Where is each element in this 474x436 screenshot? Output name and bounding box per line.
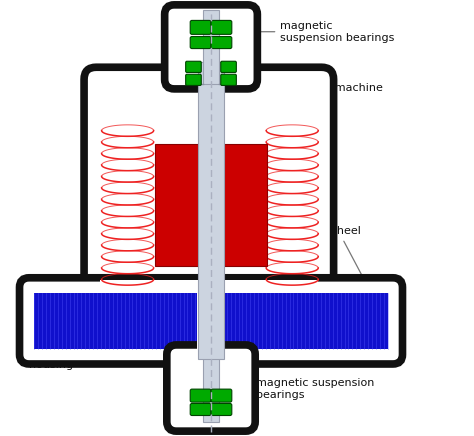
Bar <box>224 144 267 266</box>
FancyBboxPatch shape <box>84 67 334 300</box>
Bar <box>29 287 393 354</box>
FancyBboxPatch shape <box>211 403 232 416</box>
FancyBboxPatch shape <box>167 345 255 431</box>
Text: magnetic
suspension bearings: magnetic suspension bearings <box>244 21 395 43</box>
FancyBboxPatch shape <box>186 61 201 72</box>
Bar <box>202 10 219 84</box>
Text: flywheel: flywheel <box>315 226 383 315</box>
FancyBboxPatch shape <box>186 74 201 85</box>
Bar <box>180 344 242 355</box>
FancyBboxPatch shape <box>211 20 232 34</box>
Bar <box>178 69 245 80</box>
FancyBboxPatch shape <box>221 61 237 72</box>
Text: electrical machine: electrical machine <box>280 83 383 107</box>
FancyBboxPatch shape <box>190 20 211 34</box>
Bar <box>202 350 219 422</box>
Bar <box>96 79 321 287</box>
Text: airproof
housing: airproof housing <box>29 348 73 370</box>
Bar <box>100 279 318 288</box>
FancyBboxPatch shape <box>190 389 211 402</box>
Bar <box>198 62 224 359</box>
Bar <box>174 14 248 79</box>
FancyBboxPatch shape <box>190 403 211 416</box>
Text: magnetic suspension
bearings: magnetic suspension bearings <box>240 378 375 402</box>
Bar <box>155 144 198 266</box>
FancyBboxPatch shape <box>190 37 211 48</box>
FancyBboxPatch shape <box>221 74 237 85</box>
Bar <box>176 354 246 422</box>
FancyBboxPatch shape <box>211 389 232 402</box>
FancyBboxPatch shape <box>211 37 232 48</box>
FancyBboxPatch shape <box>164 5 257 89</box>
Bar <box>34 293 388 349</box>
Bar <box>197 292 225 350</box>
FancyBboxPatch shape <box>19 278 402 364</box>
